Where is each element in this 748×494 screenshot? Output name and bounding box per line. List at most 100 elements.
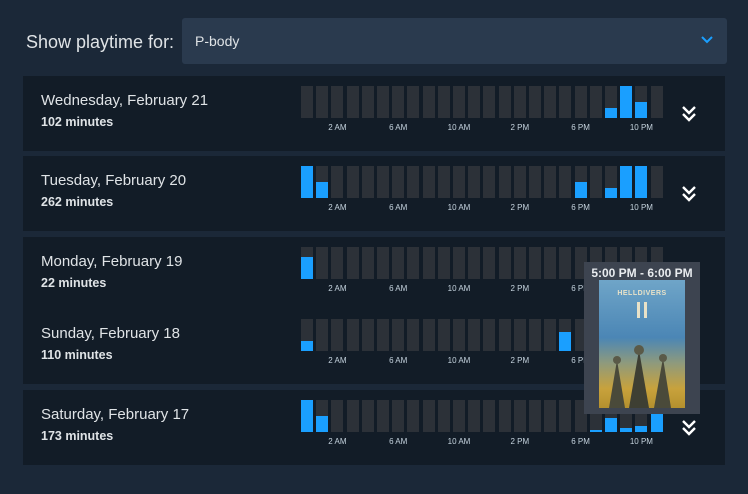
hour-slot[interactable]	[437, 86, 450, 118]
hour-slot[interactable]	[377, 247, 389, 279]
hour-slot[interactable]	[650, 86, 663, 118]
hour-slot[interactable]	[498, 166, 511, 198]
hour-slot[interactable]	[392, 86, 405, 118]
hour-slot[interactable]	[316, 166, 329, 198]
hour-slot[interactable]	[377, 86, 389, 118]
hour-slot[interactable]	[483, 166, 496, 198]
hour-slot[interactable]	[574, 86, 587, 118]
hour-slot[interactable]	[483, 247, 496, 279]
hour-slot[interactable]	[437, 400, 450, 432]
hour-slot[interactable]	[392, 247, 405, 279]
hour-slot[interactable]	[559, 319, 572, 351]
user-select-dropdown[interactable]: P-body	[182, 18, 727, 64]
hour-slot[interactable]	[559, 247, 572, 279]
hour-slot[interactable]	[301, 400, 313, 432]
hour-slot[interactable]	[422, 166, 435, 198]
hour-slot[interactable]	[544, 247, 557, 279]
hour-slot[interactable]	[437, 247, 450, 279]
hour-slot[interactable]	[544, 400, 557, 432]
hour-slot[interactable]	[301, 319, 313, 351]
hour-slot[interactable]	[407, 166, 420, 198]
hour-slot[interactable]	[453, 166, 465, 198]
hour-slot[interactable]	[437, 166, 450, 198]
hour-slot[interactable]	[346, 319, 359, 351]
hour-slot[interactable]	[361, 247, 374, 279]
hour-slot[interactable]	[316, 247, 329, 279]
hour-slot[interactable]	[316, 86, 329, 118]
hour-slot[interactable]	[574, 166, 587, 198]
hour-slot[interactable]	[453, 86, 465, 118]
hour-slot[interactable]	[407, 400, 420, 432]
hour-slot[interactable]	[468, 86, 481, 118]
hour-slot[interactable]	[422, 400, 435, 432]
hour-slot[interactable]	[544, 166, 557, 198]
hour-slot[interactable]	[301, 86, 313, 118]
hour-slot[interactable]	[650, 166, 663, 198]
hour-slot[interactable]	[620, 86, 633, 118]
hour-slot[interactable]	[453, 247, 465, 279]
hour-slot[interactable]	[513, 86, 526, 118]
hour-slot[interactable]	[346, 166, 359, 198]
hour-slot[interactable]	[468, 400, 481, 432]
hour-slot[interactable]	[529, 400, 541, 432]
hour-slot[interactable]	[513, 319, 526, 351]
hour-slot[interactable]	[620, 166, 633, 198]
hour-slot[interactable]	[574, 319, 587, 351]
hour-slot[interactable]	[559, 400, 572, 432]
hour-slot[interactable]	[544, 86, 557, 118]
hour-slot[interactable]	[498, 247, 511, 279]
hour-slot[interactable]	[635, 86, 648, 118]
hour-slot[interactable]	[331, 86, 344, 118]
hour-slot[interactable]	[377, 319, 389, 351]
hour-slot[interactable]	[331, 319, 344, 351]
hour-slot[interactable]	[361, 86, 374, 118]
hour-slot[interactable]	[544, 319, 557, 351]
hour-slot[interactable]	[331, 247, 344, 279]
hour-slot[interactable]	[453, 319, 465, 351]
hour-slot[interactable]	[301, 247, 313, 279]
hour-slot[interactable]	[513, 400, 526, 432]
expand-icon[interactable]	[681, 104, 697, 124]
hour-slot[interactable]	[574, 400, 587, 432]
hour-slot[interactable]	[331, 400, 344, 432]
hour-slot[interactable]	[468, 319, 481, 351]
hour-slot[interactable]	[574, 247, 587, 279]
hour-slot[interactable]	[316, 319, 329, 351]
hour-slot[interactable]	[483, 86, 496, 118]
expand-icon[interactable]	[681, 184, 697, 204]
hour-slot[interactable]	[392, 400, 405, 432]
hour-slot[interactable]	[407, 247, 420, 279]
hour-slot[interactable]	[468, 247, 481, 279]
hour-slot[interactable]	[605, 86, 617, 118]
hour-slot[interactable]	[437, 319, 450, 351]
hour-slot[interactable]	[529, 247, 541, 279]
hour-slot[interactable]	[559, 166, 572, 198]
hour-slot[interactable]	[468, 166, 481, 198]
hour-slot[interactable]	[361, 166, 374, 198]
hour-slot[interactable]	[498, 400, 511, 432]
hour-slot[interactable]	[422, 247, 435, 279]
hour-slot[interactable]	[392, 166, 405, 198]
hour-slot[interactable]	[407, 86, 420, 118]
hour-slot[interactable]	[361, 319, 374, 351]
hour-slot[interactable]	[513, 247, 526, 279]
hour-slot[interactable]	[377, 400, 389, 432]
hour-slot[interactable]	[559, 86, 572, 118]
hour-slot[interactable]	[407, 319, 420, 351]
hour-slot[interactable]	[483, 400, 496, 432]
hour-slot[interactable]	[529, 166, 541, 198]
hour-slot[interactable]	[513, 166, 526, 198]
hour-slot[interactable]	[331, 166, 344, 198]
hour-slot[interactable]	[605, 166, 617, 198]
hour-slot[interactable]	[346, 247, 359, 279]
hour-slot[interactable]	[589, 166, 602, 198]
hour-slot[interactable]	[589, 86, 602, 118]
hour-slot[interactable]	[316, 400, 329, 432]
hour-slot[interactable]	[529, 86, 541, 118]
hour-slot[interactable]	[346, 86, 359, 118]
hour-slot[interactable]	[635, 166, 648, 198]
hour-slot[interactable]	[498, 319, 511, 351]
hour-slot[interactable]	[422, 86, 435, 118]
hour-slot[interactable]	[483, 319, 496, 351]
hour-slot[interactable]	[377, 166, 389, 198]
